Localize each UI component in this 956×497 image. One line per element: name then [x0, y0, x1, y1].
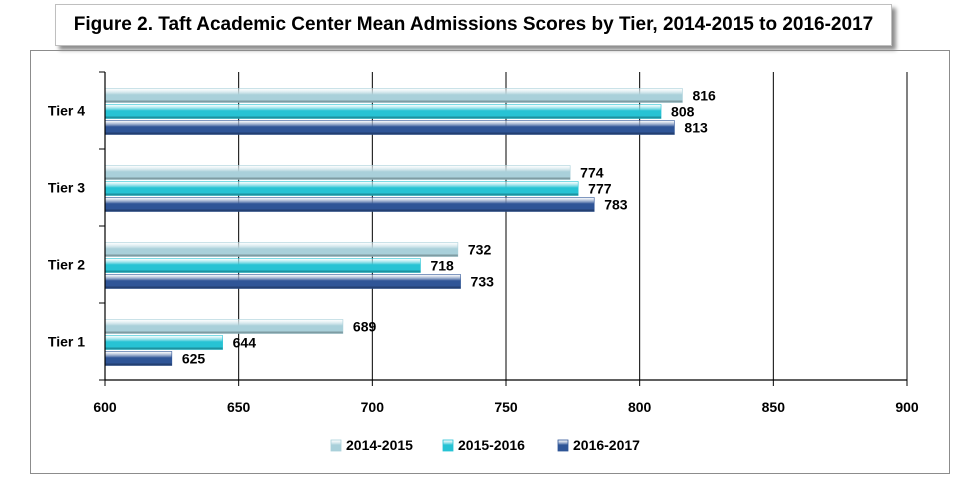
- legend-swatch: [442, 439, 454, 452]
- legend-swatch: [557, 439, 569, 452]
- legend-label: 2015-2016: [458, 437, 525, 453]
- data-label: 783: [604, 197, 628, 213]
- bar-2014-2015: [104, 319, 344, 334]
- data-label: 808: [671, 104, 695, 120]
- x-tick-label: 800: [628, 399, 652, 415]
- bar-shadow: [105, 132, 675, 135]
- category-label: Tier 1: [48, 334, 85, 350]
- x-tick-label: 750: [494, 399, 518, 415]
- legend-label: 2016-2017: [573, 437, 640, 453]
- bar-2015-2016: [104, 104, 662, 119]
- category-label: Tier 4: [48, 103, 85, 119]
- data-label: 777: [588, 181, 612, 197]
- legend: 2014-2015 2015-2016 2016-2017: [330, 437, 640, 453]
- bar-shadow: [105, 177, 571, 180]
- bar-2015-2016: [104, 335, 223, 350]
- category-label: Tier 3: [48, 180, 85, 196]
- data-label: 625: [182, 351, 206, 367]
- axes: [99, 71, 908, 386]
- data-label: 689: [353, 319, 377, 335]
- x-tick-label: 850: [762, 399, 786, 415]
- bar-2016-2017: [104, 120, 675, 135]
- bars: [104, 88, 683, 366]
- bar-shadow: [105, 270, 421, 273]
- x-tick-label: 700: [361, 399, 385, 415]
- bar-2016-2017: [104, 351, 173, 366]
- bar-2015-2016: [104, 181, 579, 196]
- x-tick-label: 900: [895, 399, 919, 415]
- x-tick-label: 650: [227, 399, 251, 415]
- data-label: 816: [692, 88, 716, 104]
- bar-shadow: [105, 254, 458, 257]
- bar-shadow: [105, 100, 683, 103]
- data-label: 732: [468, 242, 492, 258]
- chart-frame: [30, 50, 950, 474]
- bar-shadow: [105, 193, 579, 196]
- chart-title-box: Figure 2. Taft Academic Center Mean Admi…: [55, 4, 892, 46]
- bar-shadow: [105, 363, 172, 366]
- bar-2014-2015: [104, 242, 459, 257]
- data-label: 718: [430, 258, 454, 274]
- bar-shadow: [105, 286, 461, 289]
- bar-2014-2015: [104, 165, 571, 180]
- data-label: 774: [580, 165, 604, 181]
- data-label: 813: [684, 120, 708, 136]
- category-label: Tier 2: [48, 257, 85, 273]
- bar-2015-2016: [104, 258, 421, 273]
- bar-shadow: [105, 347, 223, 350]
- legend-label: 2014-2015: [346, 437, 413, 453]
- chart-title: Figure 2. Taft Academic Center Mean Admi…: [73, 14, 874, 35]
- bar-2016-2017: [104, 274, 461, 289]
- bar-shadow: [105, 331, 343, 334]
- legend-swatch: [330, 439, 342, 452]
- data-label: 733: [471, 274, 495, 290]
- bar-shadow: [105, 116, 662, 119]
- x-tick-label: 600: [93, 399, 117, 415]
- bar-2016-2017: [104, 197, 595, 212]
- data-label: 644: [233, 335, 257, 351]
- bar-shadow: [105, 209, 595, 212]
- bar-2014-2015: [104, 88, 683, 103]
